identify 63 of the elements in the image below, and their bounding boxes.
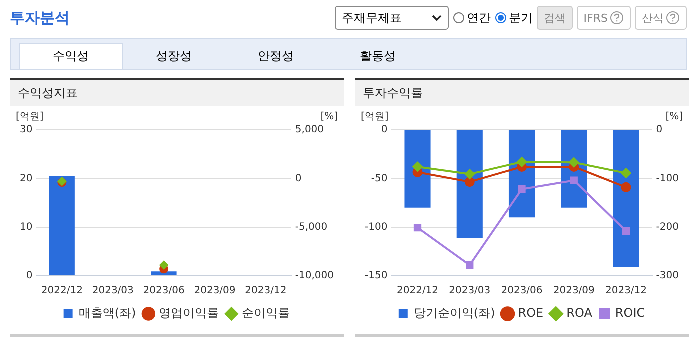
x-tick-label: 2023/06	[143, 286, 185, 297]
point	[414, 224, 422, 232]
text: 주재무제표	[342, 10, 402, 26]
point	[518, 186, 526, 194]
y2-tick-label: -200	[656, 222, 680, 233]
legend-label: 영업이익률	[159, 306, 220, 320]
legend-label: ROE	[518, 306, 544, 320]
legend-label: 매출액(좌)	[78, 306, 136, 320]
text: 산식	[635, 6, 687, 30]
y2-tick-label: 0	[295, 173, 302, 184]
point	[160, 260, 169, 270]
y-axis-title: [억원]	[361, 112, 389, 123]
point	[412, 162, 423, 172]
y2-axis-title: [%]	[320, 112, 338, 123]
point	[464, 169, 475, 180]
y2-tick-label: 5,000	[295, 124, 324, 136]
y-tick-label: 20	[20, 173, 33, 184]
text: IFRS	[576, 6, 631, 30]
text: 활동성	[359, 48, 397, 65]
y2-axis-title: [%]	[666, 112, 684, 123]
chart-title: 투자수익률	[355, 78, 689, 106]
y2-tick-label: -10,000	[295, 270, 334, 282]
y-tick-label: 10	[20, 222, 33, 233]
x-tick-label: 2023/03	[92, 286, 134, 297]
x-tick-label: 2023/06	[501, 286, 543, 297]
x-tick-label: 2023/12	[245, 286, 287, 297]
y-tick-label: 30	[20, 124, 33, 136]
y-tick-label: -50	[371, 173, 388, 184]
y2-tick-label: -5,000	[295, 222, 328, 233]
text: 검색	[536, 6, 573, 30]
y-tick-label: 0	[381, 124, 388, 136]
y-tick-label: 0	[26, 270, 33, 282]
legend-label: 순이익률	[242, 306, 290, 320]
y-axis-title: [억원]	[16, 112, 44, 123]
text: 안정성	[257, 48, 295, 65]
x-tick-label: 2023/03	[449, 286, 491, 297]
point	[622, 227, 630, 236]
text: 성장성	[155, 48, 193, 65]
point	[621, 182, 632, 192]
point	[570, 176, 578, 184]
text: 연간	[466, 10, 491, 26]
y2-tick-label: -300	[656, 270, 680, 282]
legend-label: ROA	[566, 306, 594, 320]
text: 분기	[508, 10, 533, 26]
point	[466, 261, 474, 270]
y-tick-label: -150	[364, 270, 388, 282]
chart-title: 수익성지표	[10, 78, 344, 106]
y-tick-label: -100	[364, 222, 388, 233]
point	[464, 177, 475, 188]
x-tick-label: 2022/12	[396, 286, 439, 297]
y2-tick-label: -100	[656, 173, 680, 184]
x-tick-label: 2022/12	[41, 286, 83, 297]
point	[621, 168, 632, 178]
x-tick-label: 2023/09	[194, 286, 236, 297]
legend-label: ROIC	[615, 306, 646, 320]
text: 수익성	[19, 43, 123, 69]
x-tick-label: 2023/09	[553, 286, 595, 297]
point	[517, 157, 527, 168]
x-tick-label: 2023/12	[605, 286, 648, 297]
y2-tick-label: 0	[656, 124, 663, 136]
text: 투자분석	[10, 8, 70, 28]
legend-label: 당기순이익(좌)	[414, 306, 496, 320]
point	[569, 158, 580, 168]
